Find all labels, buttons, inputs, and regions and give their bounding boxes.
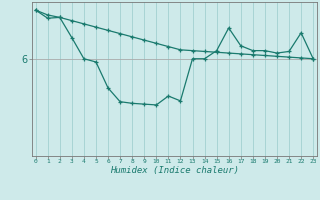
X-axis label: Humidex (Indice chaleur): Humidex (Indice chaleur) bbox=[110, 166, 239, 175]
